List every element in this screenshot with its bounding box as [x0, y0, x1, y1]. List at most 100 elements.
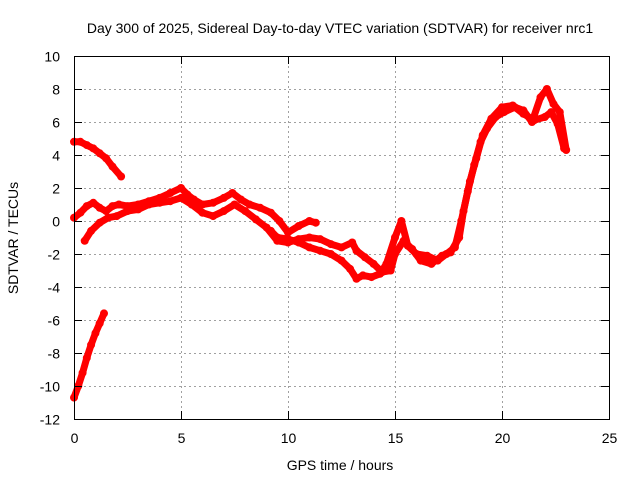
data-point	[358, 271, 367, 280]
x-tick-label: 5	[178, 430, 186, 446]
data-point	[337, 256, 346, 265]
data-point	[155, 198, 164, 207]
data-point	[102, 154, 111, 163]
data-point	[376, 269, 384, 278]
data-point	[95, 203, 104, 212]
data-point	[251, 215, 260, 224]
data-point	[352, 274, 361, 283]
data-point	[82, 141, 91, 150]
data-point	[76, 208, 85, 217]
data-point	[245, 200, 254, 209]
data-point	[337, 243, 346, 252]
data-point	[540, 113, 549, 121]
data-point	[433, 256, 442, 265]
y-tick-label: 0	[52, 214, 60, 230]
y-tick-label: -10	[40, 379, 60, 395]
data-point	[476, 137, 485, 146]
y-tick-label: -6	[48, 313, 61, 329]
data-point	[491, 113, 500, 121]
data-point	[305, 217, 314, 225]
data-point	[316, 246, 325, 255]
data-point	[166, 189, 175, 197]
data-point	[386, 266, 395, 275]
data-point	[519, 106, 528, 115]
data-point	[346, 264, 355, 273]
data-point	[463, 187, 472, 196]
data-point	[236, 195, 245, 204]
data-point	[555, 108, 564, 117]
data-point	[112, 212, 121, 221]
data-point	[483, 124, 491, 133]
x-tick-label: 25	[602, 430, 618, 446]
data-point	[95, 149, 104, 158]
data-point	[144, 200, 153, 209]
data-point	[275, 217, 284, 225]
data-series	[70, 85, 571, 402]
data-point	[228, 189, 237, 197]
data-point	[82, 202, 91, 211]
data-point	[166, 197, 175, 206]
data-point	[457, 217, 466, 225]
data-point	[102, 207, 111, 216]
data-point	[104, 213, 113, 222]
data-point	[177, 184, 185, 192]
data-point	[266, 226, 275, 235]
data-point	[209, 198, 218, 207]
x-tick-label: 20	[495, 430, 511, 446]
grid-lines	[74, 56, 609, 419]
y-tick-label: 6	[52, 115, 60, 131]
data-point	[284, 235, 292, 244]
data-point	[91, 329, 100, 338]
data-point	[367, 273, 376, 282]
data-point	[416, 256, 425, 265]
data-point	[241, 207, 250, 216]
data-point	[87, 226, 96, 235]
data-point	[549, 99, 558, 108]
data-point	[348, 238, 357, 247]
data-point	[326, 250, 335, 258]
x-tick-label: 15	[388, 430, 404, 446]
data-point	[198, 200, 207, 209]
data-point	[80, 236, 89, 245]
data-point	[87, 340, 96, 349]
data-point	[311, 218, 320, 227]
y-tick-label: -8	[48, 346, 61, 362]
data-point	[95, 218, 104, 227]
data-point	[117, 172, 126, 181]
x-tick-label: 0	[71, 430, 79, 446]
data-point	[294, 238, 303, 247]
data-point	[198, 208, 207, 217]
data-point	[500, 108, 509, 117]
data-point	[450, 243, 459, 252]
chart-title: Day 300 of 2025, Sidereal Day-to-day VTE…	[87, 20, 593, 36]
data-point	[294, 222, 303, 230]
data-point	[403, 241, 412, 250]
x-tick-label: 10	[281, 430, 297, 446]
data-point	[108, 202, 117, 211]
data-point	[412, 250, 421, 258]
data-point	[89, 198, 98, 207]
y-axis-label: SDTVAR / TECUs	[5, 182, 21, 294]
axis-ticks	[74, 56, 610, 420]
data-point	[209, 212, 218, 221]
data-point	[273, 233, 282, 242]
data-point	[382, 259, 391, 268]
data-point	[397, 217, 406, 225]
data-point	[108, 162, 117, 171]
data-point	[316, 235, 325, 244]
data-point	[123, 207, 132, 216]
data-point	[305, 233, 314, 242]
data-point	[470, 160, 479, 169]
data-point	[536, 93, 545, 102]
data-point	[82, 353, 91, 362]
data-point	[134, 205, 143, 214]
y-tick-label: -12	[40, 412, 60, 428]
data-point	[114, 200, 123, 209]
y-tick-label: 8	[52, 82, 60, 98]
data-point	[177, 193, 185, 202]
data-point	[547, 108, 556, 117]
y-tick-label: 4	[52, 148, 60, 164]
series-satellite-track-a	[70, 138, 125, 180]
data-point	[352, 246, 361, 255]
